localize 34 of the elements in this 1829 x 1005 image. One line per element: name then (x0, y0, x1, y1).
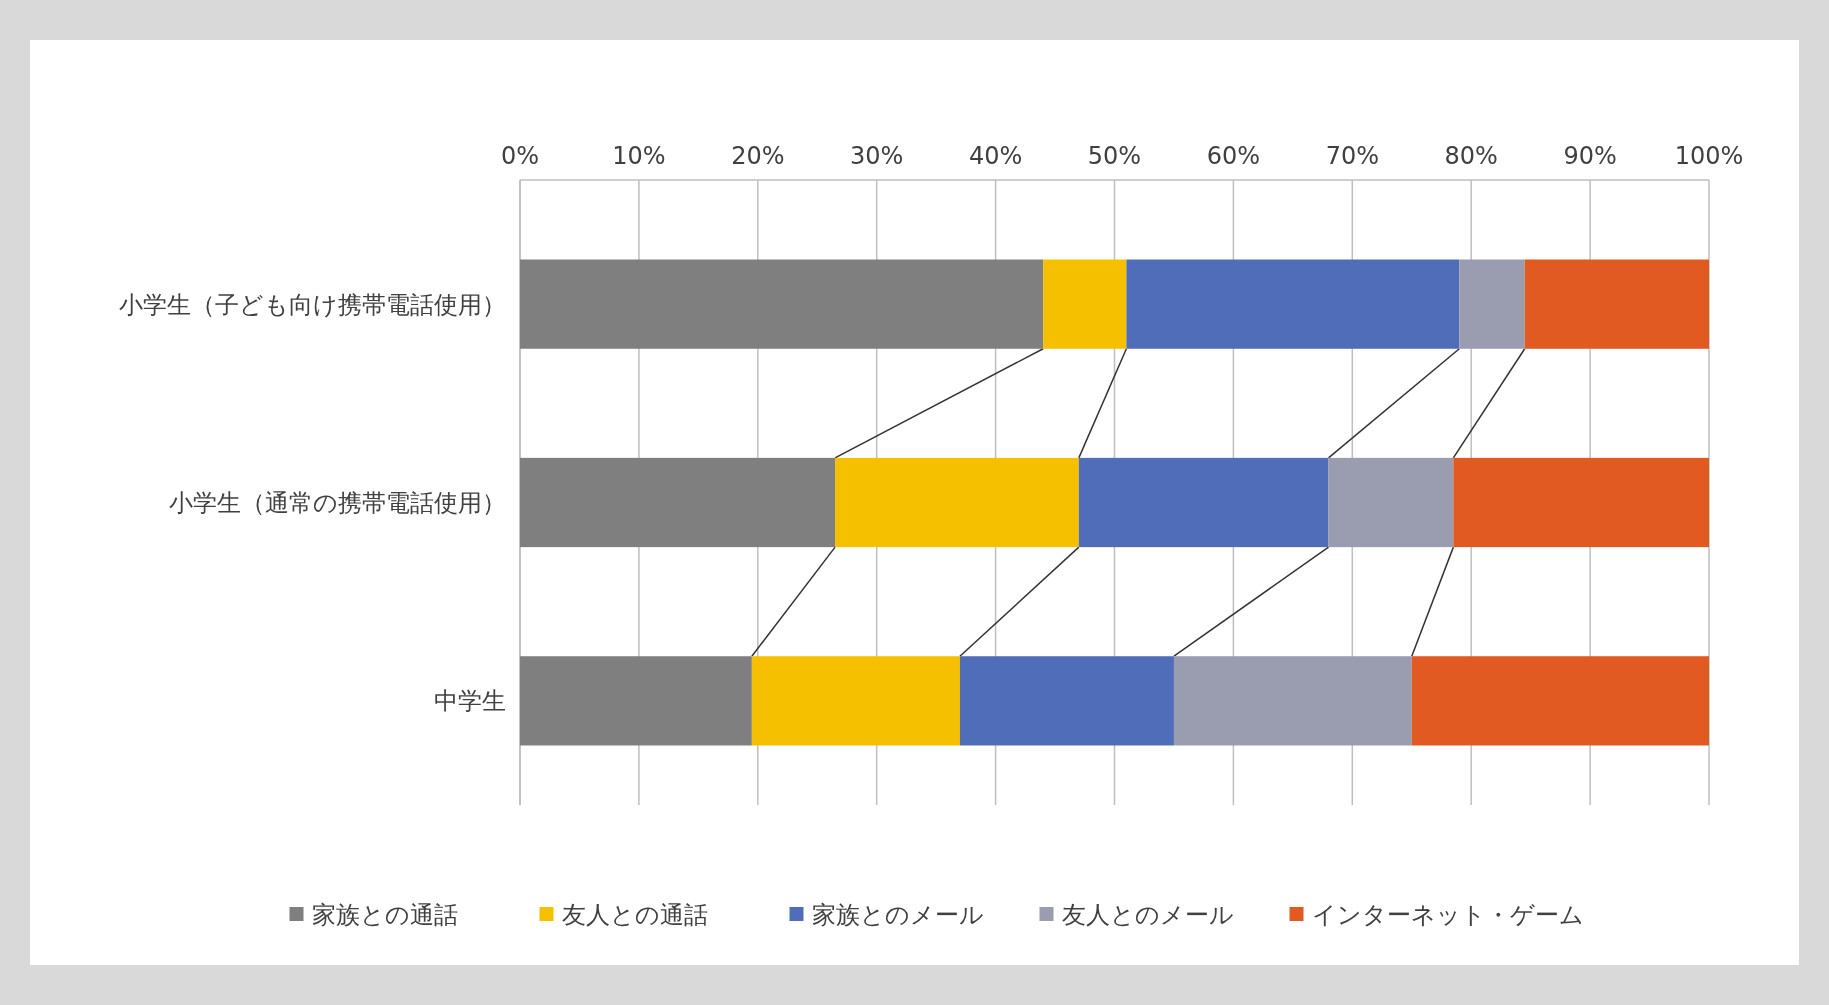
legend-label: 家族との通話 (311, 901, 458, 930)
bar (1328, 457, 1454, 548)
bar (1524, 259, 1709, 349)
y-tick-label: 小学生（子ども向け携帯電話使用） (119, 290, 506, 319)
x-tick-label: 70% (1325, 142, 1379, 170)
bar (751, 656, 960, 746)
bar (520, 457, 836, 548)
bar (1126, 259, 1460, 349)
legend-label: 友人との通話 (561, 901, 708, 930)
legend-label: 友人とのメール (1061, 901, 1234, 930)
bar (835, 457, 1079, 548)
bar (520, 656, 752, 746)
bar (1173, 656, 1412, 746)
x-tick-label: 10% (612, 142, 666, 170)
x-tick-label: 90% (1563, 142, 1617, 170)
x-tick-label: 100% (1674, 142, 1744, 170)
bar (1411, 656, 1709, 746)
bar (1078, 457, 1329, 548)
bar (1459, 259, 1525, 349)
x-tick-label: 60% (1206, 142, 1261, 170)
legend-label: 家族とのメール (811, 901, 984, 930)
x-tick-label: 50% (1087, 142, 1142, 170)
bar (1453, 457, 1709, 548)
x-tick-label: 30% (850, 142, 904, 170)
y-tick-label: 小学生（通常の携帯電話使用） (169, 488, 506, 517)
y-tick-label: 中学生 (434, 687, 506, 716)
bar (1043, 259, 1127, 349)
x-tick-label: 40% (968, 142, 1023, 170)
bar (520, 259, 1044, 349)
legend-label: インターネット・ゲーム (1311, 901, 1584, 930)
x-tick-label: 20% (731, 142, 785, 170)
x-tick-label: 80% (1444, 142, 1498, 170)
x-tick-label: 0% (500, 142, 540, 170)
bar (959, 656, 1174, 746)
